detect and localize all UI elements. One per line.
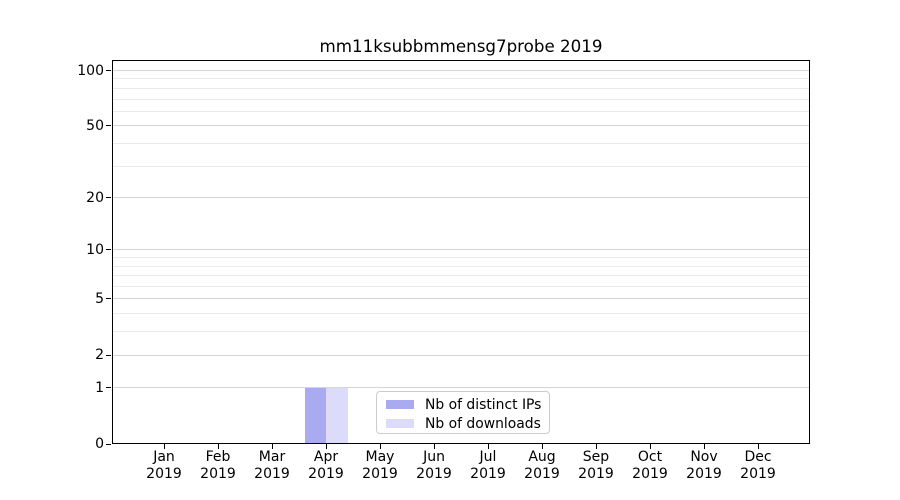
y-tick-mark — [106, 70, 111, 71]
gridline-major — [113, 70, 809, 71]
x-tick-mark — [325, 444, 327, 449]
legend-item-distinct-ips: Nb of distinct IPs — [386, 395, 549, 414]
x-tick-mark — [433, 444, 435, 449]
gridline-major — [113, 354, 809, 356]
y-tick-mark — [106, 249, 111, 251]
x-tick-label: Aug 2019 — [524, 449, 560, 482]
x-tick-label: Feb 2019 — [200, 449, 236, 482]
gridline-minor — [113, 78, 809, 80]
gridline-minor — [113, 331, 809, 333]
x-tick-label: Jul 2019 — [470, 449, 506, 482]
spine-right — [809, 60, 810, 444]
x-tick-label: Apr 2019 — [308, 449, 344, 482]
x-tick-label: Nov 2019 — [686, 449, 722, 482]
gridline-minor — [113, 98, 809, 100]
bar-apr-downloads — [326, 387, 348, 443]
y-tick-mark — [106, 443, 111, 445]
x-tick-label: Dec 2019 — [740, 449, 776, 482]
y-tick-label: 0 — [95, 436, 104, 452]
gridline-major — [113, 197, 809, 199]
y-tick-mark — [106, 197, 111, 199]
x-tick-mark — [379, 444, 381, 449]
y-tick-label: 1 — [95, 379, 104, 396]
y-tick-mark — [106, 387, 111, 389]
chart-title: mm11ksubbmmensg7probe 2019 — [319, 36, 603, 56]
x-tick-label: May 2019 — [362, 449, 398, 482]
x-tick-mark — [757, 444, 759, 449]
bar-apr-distinct-ips — [304, 387, 326, 443]
y-tick-label: 5 — [95, 290, 104, 307]
y-tick-label: 20 — [86, 189, 104, 206]
gridline-minor — [113, 313, 809, 315]
gridline-minor — [113, 142, 809, 144]
gridline-minor — [113, 286, 809, 288]
gridline-minor — [113, 265, 809, 267]
y-tick-mark — [106, 354, 111, 356]
x-tick-mark — [649, 444, 651, 449]
legend-swatch-downloads-icon — [386, 418, 414, 429]
x-tick-mark — [541, 444, 543, 449]
x-tick-mark — [271, 444, 273, 449]
gridline-major — [113, 387, 809, 389]
spine-top — [112, 60, 810, 61]
x-tick-label: Mar 2019 — [254, 449, 290, 482]
legend-label-downloads: Nb of downloads — [425, 415, 541, 432]
legend-swatch-distinct-ips-icon — [386, 399, 414, 410]
x-tick-mark — [487, 444, 489, 449]
gridline-minor — [113, 275, 809, 277]
x-tick-label: Jun 2019 — [416, 449, 452, 482]
legend: Nb of distinct IPs Nb of downloads — [376, 391, 550, 434]
gridline-minor — [113, 257, 809, 259]
x-tick-label: Jan 2019 — [146, 449, 182, 482]
y-tick-label: 100 — [77, 62, 104, 79]
gridline-minor — [113, 110, 809, 112]
x-tick-mark — [163, 444, 165, 449]
gridline-major — [113, 249, 809, 251]
y-tick-mark — [106, 125, 111, 127]
x-tick-mark — [217, 444, 219, 449]
x-axis-line — [112, 443, 810, 444]
gridline-minor — [113, 165, 809, 167]
legend-label-distinct-ips: Nb of distinct IPs — [425, 396, 542, 413]
gridline-minor — [113, 87, 809, 89]
gridline-major — [113, 298, 809, 300]
x-tick-label: Oct 2019 — [632, 449, 668, 482]
x-tick-label: Sep 2019 — [578, 449, 614, 482]
x-tick-mark — [703, 444, 705, 449]
y-tick-mark — [106, 298, 111, 300]
legend-item-downloads: Nb of downloads — [386, 414, 549, 433]
gridline-major — [113, 125, 809, 127]
y-axis-line — [112, 60, 113, 444]
x-tick-mark — [595, 444, 597, 449]
y-tick-label: 2 — [95, 347, 104, 364]
plot-area — [112, 60, 810, 444]
y-tick-label: 10 — [86, 241, 104, 258]
y-tick-label: 50 — [86, 117, 104, 134]
